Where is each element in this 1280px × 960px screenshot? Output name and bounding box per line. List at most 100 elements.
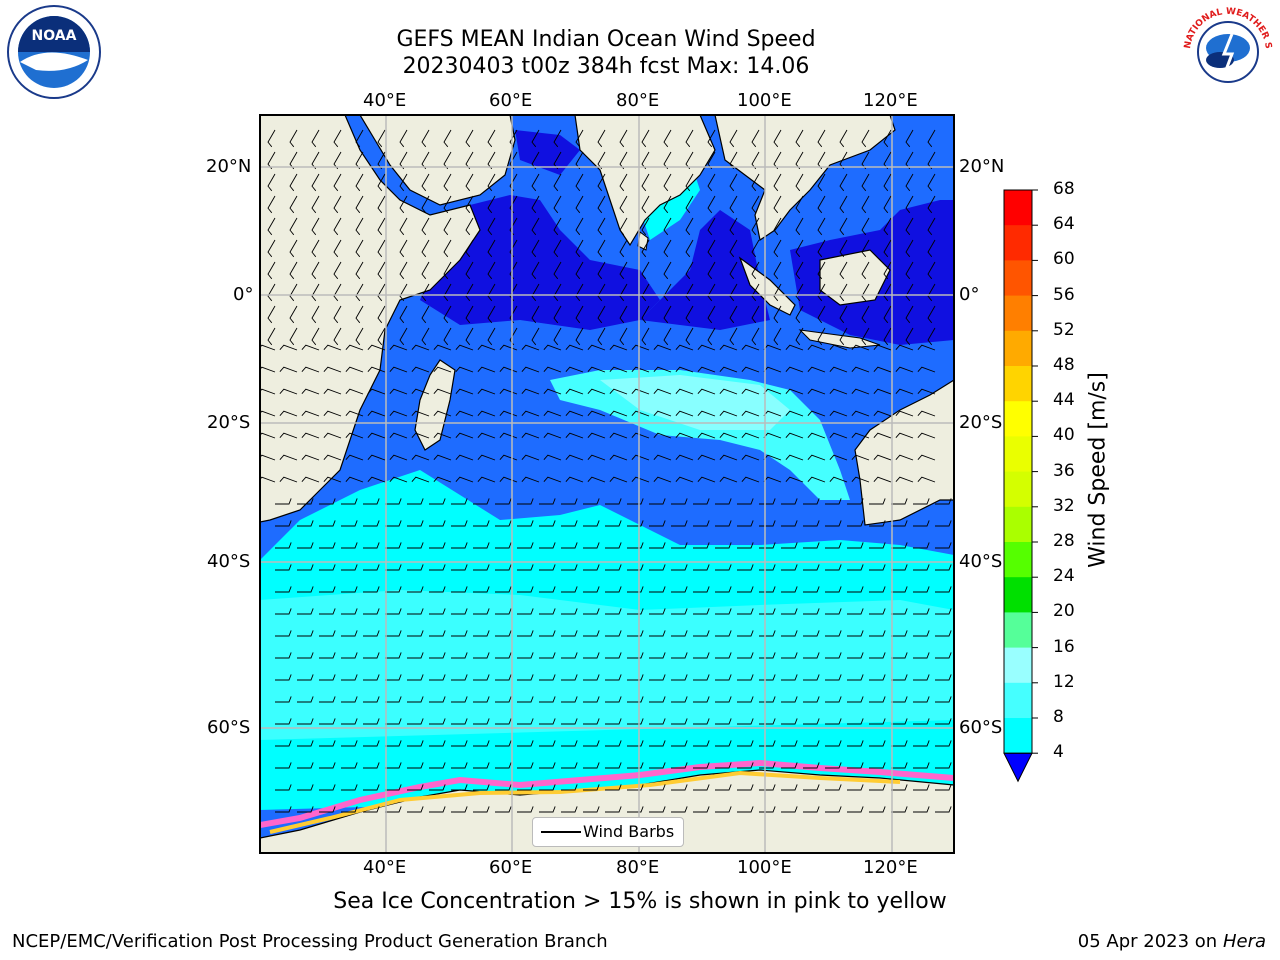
wind-barb [675,410,694,417]
wind-barb [803,718,820,725]
wind-barb [829,366,848,373]
wind-barb [895,366,914,373]
wind-barb [301,476,320,483]
colorbar-label: 8 [1053,707,1064,727]
wind-barb [649,498,666,505]
sea-ice-note: Sea Ice Concentration > 15% is shown in … [333,889,947,914]
colorbar-label: 64 [1053,214,1075,235]
wind-barb [905,173,914,192]
wind-barb [905,305,914,324]
wind-barb [773,261,782,280]
wind-barb [429,696,446,703]
wind-barb [341,718,358,725]
wind-barb [873,344,892,351]
wind-barb [619,327,628,346]
wind-barb [649,608,666,615]
wind-barb [825,696,842,703]
wind-barb [803,542,820,549]
wind-barb [319,498,336,505]
wind-barb [671,586,688,593]
wind-barb [521,432,540,439]
wind-barb [891,542,908,549]
wind-barb [605,498,622,505]
wind-barb [517,652,534,659]
wind-barb [323,366,342,373]
wind-barb [587,476,606,483]
wind-barb [729,261,738,280]
wind-barb [597,261,606,280]
wind-barb [561,784,578,791]
wind-barb [531,239,540,258]
wind-barb [663,195,672,214]
wind-barb [495,762,512,769]
wind-barb [517,696,534,703]
wind-barb [385,740,402,747]
colorbar-segment [1004,295,1032,332]
wind-barb [649,542,666,549]
wind-barb [609,366,628,373]
wind-barb [737,586,754,593]
wind-barb [421,217,430,236]
wind-barb [561,696,578,703]
wind-barb [319,586,336,593]
wind-barb [653,344,672,351]
wind-barb [345,410,364,417]
colorbar-label: 4 [1053,742,1064,763]
wind-barb [333,305,342,324]
wind-barb [429,652,446,659]
wind-barb [671,652,688,659]
wind-barb [895,432,914,439]
wind-barb [807,454,826,461]
wind-barb [759,542,776,549]
calm-zone-bay [640,210,770,330]
wind-barb [869,806,886,813]
wind-barb [587,454,606,461]
wind-barb [807,432,826,439]
wind-barb [649,652,666,659]
wind-barb [781,586,798,593]
colorbar-label: 12 [1053,671,1075,692]
wind-barb [927,327,936,346]
wind-barb [935,564,952,571]
colorbar-segment [1004,718,1032,754]
legend-label: Wind Barbs [583,822,675,841]
wind-barb [715,740,732,747]
noaa-logo-text: NOAA [32,28,77,44]
wind-barb [825,740,842,747]
wind-barb [693,652,710,659]
wind-barb [627,696,644,703]
colorbar-segment [1004,612,1032,649]
wind-barb [487,261,496,280]
wind-barb [473,608,490,615]
wind-barb [627,674,644,681]
wind-barb [363,718,380,725]
wind-barb [751,195,760,214]
wind-barb [803,674,820,681]
wind-barb [935,630,952,637]
wind-barb [917,454,936,461]
wind-barb [543,344,562,351]
wind-barb [781,762,798,769]
wind-barb [443,305,452,324]
wind-barb [807,344,826,351]
wind-barb [363,674,380,681]
wind-barb [891,608,908,615]
wind-barb [319,542,336,549]
wind-barb [495,718,512,725]
wind-barb [861,327,870,346]
lat-tick-right-0: 0° [959,284,980,305]
wind-barb [693,608,710,615]
wind-barb [619,129,628,148]
wind-barb [905,195,914,214]
wind-barb [565,344,584,351]
wind-barb [817,129,826,148]
wind-barb [729,327,738,346]
wind-barb [275,630,292,637]
wind-barb [817,217,826,236]
wind-barb [917,344,936,351]
wind-barb [275,806,292,813]
wind-barb [583,718,600,725]
wind-barb [385,630,402,637]
wind-barb [363,784,380,791]
wind-barb [663,217,672,236]
